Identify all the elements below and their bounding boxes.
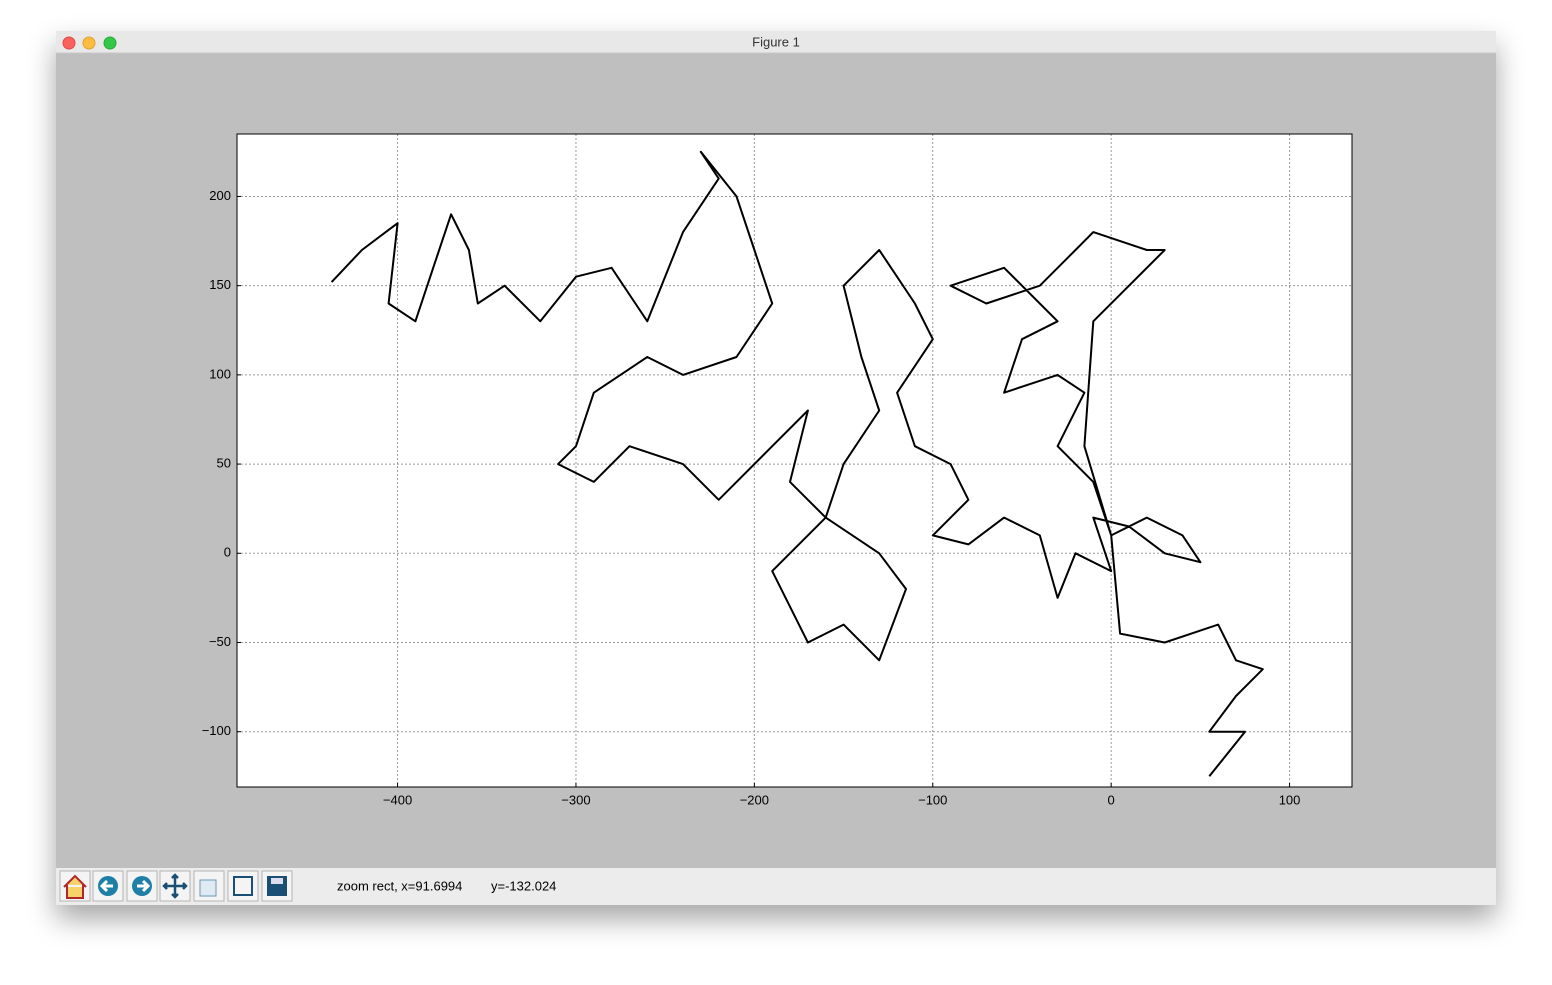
toolbar-buttons — [59, 870, 293, 902]
window-title: Figure 1 — [752, 34, 800, 49]
toolbar — [56, 868, 1496, 905]
y-tick-label: 150 — [209, 277, 231, 292]
status-y: y=-132.024 — [491, 878, 556, 893]
x-tick-label: −400 — [383, 792, 412, 807]
home-icon — [63, 874, 87, 899]
zoom-button[interactable] — [103, 36, 117, 50]
status-x: zoom rect, x=91.6994 — [337, 878, 462, 893]
back-arrow — [99, 879, 113, 893]
y-tick-label: −100 — [202, 723, 231, 738]
title-bar — [56, 31, 1496, 53]
close-button[interactable] — [62, 36, 76, 50]
x-tick-label: 0 — [1108, 792, 1115, 807]
y-tick-label: 0 — [224, 545, 231, 560]
subplots-icon — [233, 876, 253, 896]
subplots-button[interactable] — [227, 870, 259, 902]
save-icon-label — [271, 878, 283, 884]
plot — [237, 134, 1352, 787]
y-tick-label: −50 — [209, 634, 231, 649]
pan-icon — [162, 873, 188, 899]
forward-arrow — [137, 879, 151, 893]
x-tick-label: −200 — [740, 792, 769, 807]
axes-frame — [236, 133, 1353, 788]
minimize-button[interactable] — [82, 36, 96, 50]
zoom-rect-icon — [199, 879, 217, 897]
y-tick-label: 100 — [209, 366, 231, 381]
y-tick-label: 50 — [217, 456, 231, 471]
x-tick-label: −100 — [918, 792, 947, 807]
y-tick-label: 200 — [209, 188, 231, 203]
x-tick-label: −300 — [561, 792, 590, 807]
x-tick-label: 100 — [1279, 792, 1301, 807]
random-walk-line — [330, 150, 1264, 777]
